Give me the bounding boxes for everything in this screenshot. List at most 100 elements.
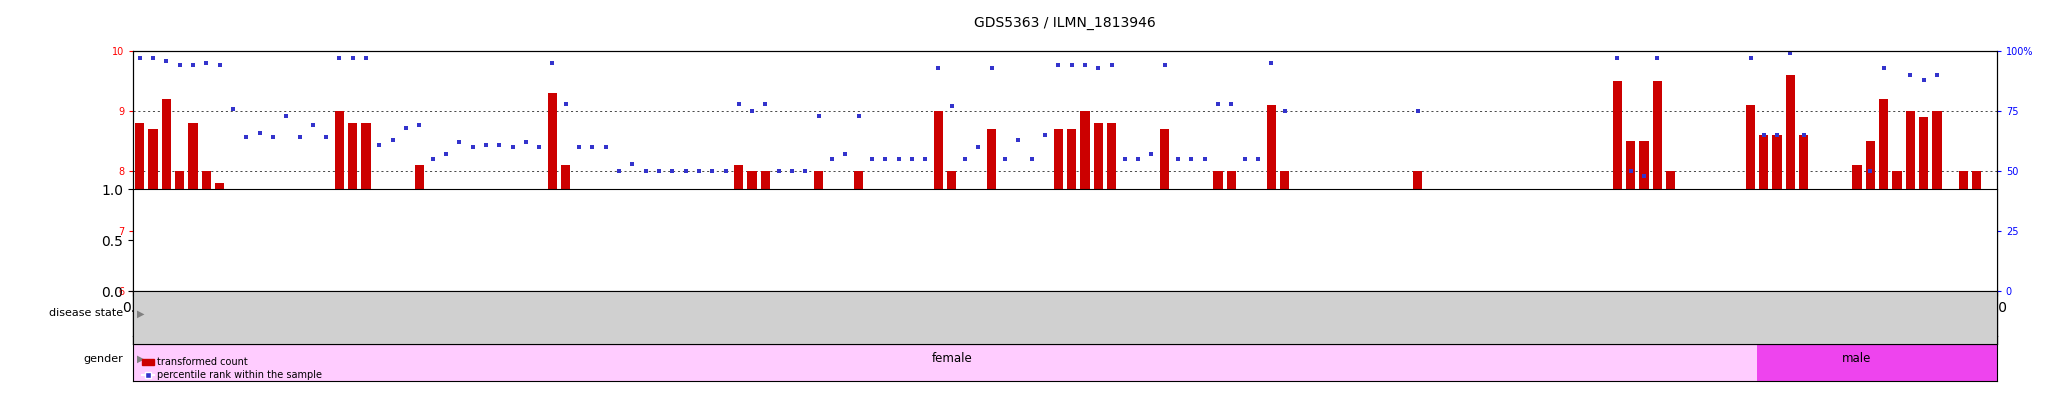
Point xyxy=(1362,259,1395,265)
Bar xyxy=(1399,267,1409,291)
Point xyxy=(842,113,874,119)
Bar xyxy=(467,273,477,291)
Bar xyxy=(201,171,211,291)
Bar xyxy=(840,267,850,291)
Point xyxy=(1948,204,1980,210)
Point xyxy=(496,144,528,150)
Bar xyxy=(827,267,838,291)
Point xyxy=(1214,101,1247,107)
Point xyxy=(1735,55,1767,61)
Bar xyxy=(1466,267,1477,291)
Bar xyxy=(801,273,811,291)
Point xyxy=(164,62,197,69)
Point xyxy=(1122,156,1155,162)
Point xyxy=(442,139,475,145)
Bar xyxy=(268,261,279,291)
Bar xyxy=(946,171,956,291)
Point xyxy=(1548,259,1581,265)
Point xyxy=(682,168,715,174)
Point xyxy=(350,55,383,61)
Bar xyxy=(307,231,317,291)
Point xyxy=(1681,259,1714,265)
Point xyxy=(1640,55,1673,61)
Point xyxy=(1628,173,1661,179)
Bar xyxy=(1307,267,1317,291)
Point xyxy=(1135,151,1167,157)
Bar xyxy=(281,261,291,291)
Point xyxy=(1921,72,1954,78)
Bar xyxy=(1520,267,1530,291)
Point xyxy=(336,55,369,61)
Point xyxy=(1788,132,1821,138)
Bar xyxy=(254,267,264,291)
Legend: transformed count, percentile rank within the sample: transformed count, percentile rank withi… xyxy=(137,354,326,384)
Point xyxy=(1708,275,1741,282)
Point xyxy=(137,55,170,61)
Point xyxy=(1481,259,1513,265)
Point xyxy=(1561,259,1593,265)
Bar xyxy=(1946,267,1956,291)
Bar xyxy=(1292,267,1303,291)
Bar xyxy=(866,267,877,291)
Bar xyxy=(1745,105,1755,291)
Point xyxy=(1081,65,1114,71)
Bar xyxy=(1825,267,1835,291)
Bar xyxy=(1931,111,1942,291)
Text: disease state: disease state xyxy=(49,309,123,318)
Point xyxy=(1389,259,1421,265)
Point xyxy=(1374,259,1407,265)
Text: GDS5363 / ILMN_1813946: GDS5363 / ILMN_1813946 xyxy=(975,16,1155,30)
Bar xyxy=(440,279,451,291)
Point xyxy=(1321,259,1354,265)
Bar xyxy=(1120,267,1130,291)
Point xyxy=(936,103,969,109)
Point xyxy=(803,113,836,119)
Point xyxy=(1960,204,1993,210)
Point xyxy=(1853,168,1886,174)
Bar xyxy=(387,261,397,291)
Bar xyxy=(1718,273,1729,291)
Point xyxy=(1055,62,1087,69)
Bar xyxy=(893,267,903,291)
Point xyxy=(1161,156,1194,162)
Point xyxy=(1507,259,1540,265)
Bar xyxy=(573,267,584,291)
Bar xyxy=(907,267,918,291)
Bar xyxy=(641,267,651,291)
Text: ▶: ▶ xyxy=(137,354,145,364)
Bar xyxy=(1892,171,1903,291)
Bar xyxy=(147,129,158,291)
Bar xyxy=(1079,111,1090,291)
Point xyxy=(1933,259,1966,265)
Point xyxy=(868,156,901,162)
Point xyxy=(1282,259,1315,265)
Point xyxy=(1522,259,1554,265)
Bar xyxy=(494,267,504,291)
Point xyxy=(1694,275,1726,282)
Bar xyxy=(627,267,637,291)
Bar xyxy=(973,261,983,291)
Point xyxy=(1614,168,1647,174)
Point xyxy=(1667,275,1700,282)
Point xyxy=(643,168,676,174)
Point xyxy=(1534,259,1567,265)
Text: control: control xyxy=(1716,307,1757,320)
Bar xyxy=(786,273,797,291)
Bar xyxy=(1094,123,1104,291)
Point xyxy=(1188,156,1221,162)
Bar xyxy=(694,267,705,291)
Bar xyxy=(1452,267,1462,291)
Bar xyxy=(1905,111,1915,291)
Point xyxy=(203,62,236,69)
Bar xyxy=(1159,129,1169,291)
Bar xyxy=(1692,267,1702,291)
Bar xyxy=(600,261,610,291)
Point xyxy=(416,156,449,162)
Point xyxy=(1176,156,1208,162)
Point xyxy=(723,101,756,107)
Point xyxy=(575,144,608,150)
Point xyxy=(1268,108,1300,114)
Point xyxy=(1309,259,1341,265)
Bar xyxy=(1040,261,1051,291)
Point xyxy=(297,122,330,129)
